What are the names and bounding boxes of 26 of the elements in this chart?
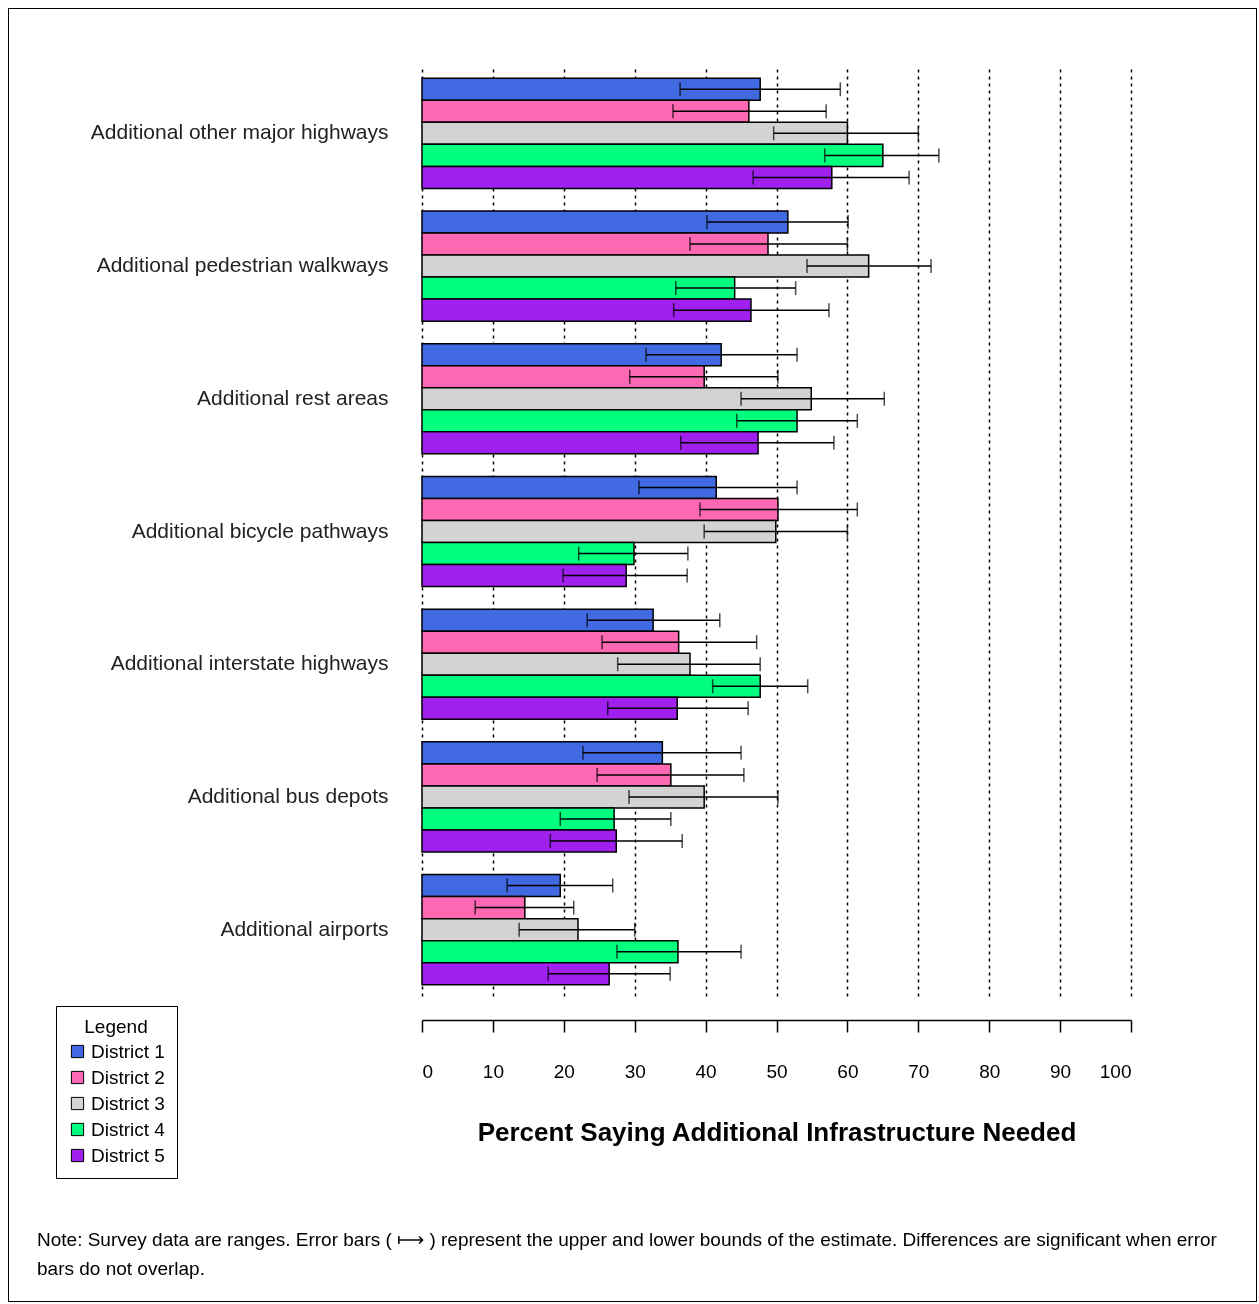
x-tick-label: 20 [553,1060,575,1082]
text: Note: Survey data are ranges. Error bars ( ⟼ ) represent the upper and lower bounds of the estimate. Differences are significant when error bars do not overlap. [37,1228,1218,1281]
y-tick-label: Additional bicycle pathways [131,518,389,542]
x-axis-title: Percent Saying Additional Infrastructure Needed [477,1116,1077,1147]
y-tick-label: Additional airports [220,916,389,940]
legend-label: District 3 [91,1092,165,1114]
legend-label: District 2 [91,1066,165,1088]
x-tick-label: 10 [482,1060,504,1082]
x-tick-label: 80 [979,1060,1001,1082]
y-tick-label: Additional rest areas [197,385,389,409]
x-tick-label: 70 [908,1060,930,1082]
legend-label: District 1 [91,1040,165,1062]
y-tick-label: Additional interstate highways [110,651,389,675]
x-tick-label: 0 [422,1060,434,1082]
x-tick-label: 50 [766,1060,788,1082]
x-tick-label: 100 [1099,1060,1132,1082]
x-tick-label: 30 [624,1060,646,1082]
legend-label: District 4 [91,1118,166,1140]
y-tick-label: Additional bus depots [187,783,389,807]
legend-label: District 5 [91,1144,165,1166]
x-tick-label: 90 [1050,1060,1072,1082]
legend-title: Legend [84,1016,148,1037]
y-tick-label: Additional other major highways [90,120,389,144]
x-tick-label: 40 [695,1060,717,1082]
y-tick-label: Additional pedestrian walkways [96,253,389,277]
x-tick-label: 60 [837,1060,859,1082]
